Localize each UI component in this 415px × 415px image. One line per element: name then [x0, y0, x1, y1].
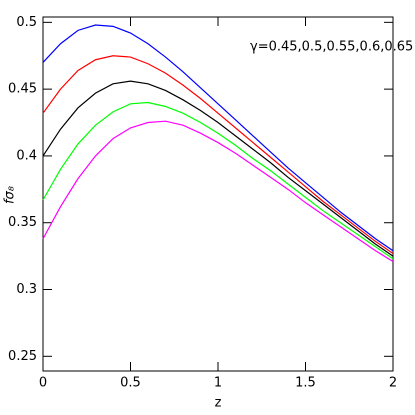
series-line — [42, 55, 394, 254]
y-axis-label: fσ₈ — [3, 186, 18, 204]
annotation: γ=0.45,0.5,0.55,0.6,0.65 — [250, 40, 413, 55]
y-tick-label: 0.3 — [16, 282, 37, 297]
series-line — [42, 80, 394, 257]
x-tick-label: 1 — [214, 376, 222, 391]
x-tick-label: 1.5 — [295, 376, 316, 391]
x-tick-label: 0.5 — [120, 376, 141, 391]
x-tick-label: 0 — [39, 376, 47, 391]
series-line — [42, 120, 394, 262]
y-tick-label: 0.4 — [16, 148, 37, 163]
series-line — [42, 101, 394, 260]
x-tick-label: 2 — [389, 376, 397, 391]
y-tick-label: 0.45 — [8, 82, 37, 97]
y-tick-label: 0.5 — [16, 15, 37, 30]
plot-frame — [42, 16, 394, 372]
y-tick-label: 0.35 — [8, 215, 37, 230]
y-tick-label: 0.25 — [8, 349, 37, 364]
x-axis-label: z — [215, 396, 222, 411]
series-line — [42, 24, 394, 252]
